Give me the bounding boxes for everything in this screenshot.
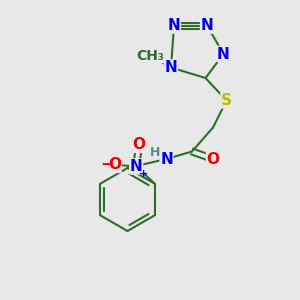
Text: O: O [133,137,146,152]
Text: N: N [165,60,177,75]
Text: −: − [100,157,113,172]
Text: O: O [108,157,121,172]
Text: CH₃: CH₃ [136,49,164,62]
Text: H: H [150,146,160,159]
Text: N: N [168,18,180,33]
Text: O: O [206,152,220,166]
Text: S: S [221,93,232,108]
Text: N: N [217,46,230,62]
Text: N: N [201,18,213,33]
Text: N: N [130,159,142,174]
Text: +: + [139,169,148,179]
Text: N: N [160,152,173,166]
